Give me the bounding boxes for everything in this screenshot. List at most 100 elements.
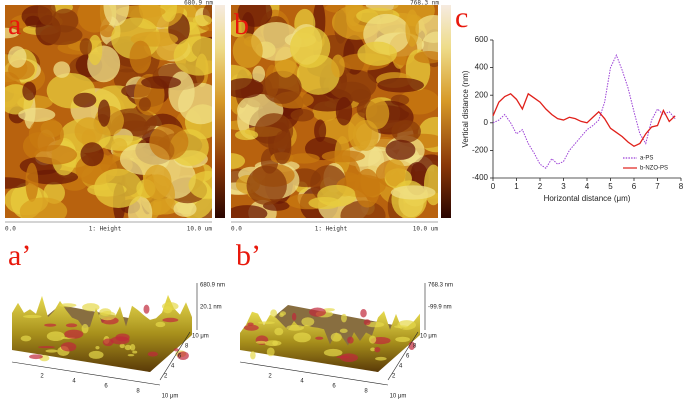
surface-grain bbox=[124, 344, 132, 351]
surface-grain bbox=[274, 327, 284, 336]
side-tick: 8 bbox=[413, 344, 417, 350]
surface-grain bbox=[250, 351, 256, 360]
front-tick: 6 bbox=[332, 384, 336, 390]
channel: 1: Height bbox=[315, 226, 348, 233]
surface-grain bbox=[37, 345, 55, 349]
surface-grain bbox=[363, 319, 371, 326]
afm-grain bbox=[385, 139, 416, 160]
panel-label: b bbox=[234, 8, 249, 41]
surface-grain bbox=[88, 350, 104, 359]
afm-grain bbox=[7, 46, 27, 68]
surface-grain bbox=[291, 312, 297, 321]
x-tick-label: 3 bbox=[561, 182, 566, 191]
surface-grain bbox=[368, 335, 377, 344]
afm-grain bbox=[273, 130, 292, 165]
afm-grain bbox=[173, 200, 197, 217]
surface-grain bbox=[59, 303, 77, 308]
side-tick: 10 μm bbox=[420, 334, 437, 340]
surface-grain bbox=[82, 303, 100, 312]
afm-grain bbox=[19, 197, 68, 218]
afm-image bbox=[5, 5, 212, 218]
surface-grain bbox=[408, 341, 415, 351]
x-tick-label: 0 bbox=[491, 182, 496, 191]
z-label: 768.3 nm bbox=[428, 283, 453, 289]
surface-grain bbox=[132, 350, 138, 354]
surface-grain bbox=[323, 348, 343, 357]
afm-grain bbox=[290, 108, 315, 122]
x-tick-label: 2 bbox=[538, 182, 543, 191]
afm-grain bbox=[352, 119, 379, 151]
front-tick: 8 bbox=[364, 389, 368, 395]
x-tick-label: 5 bbox=[608, 182, 613, 191]
front-tick: 4 bbox=[300, 379, 304, 385]
scan-size: 10.0 um bbox=[187, 226, 213, 233]
x-tick-label: 1 bbox=[514, 182, 519, 191]
side-tick: 4 bbox=[399, 364, 403, 370]
front-tick: 4 bbox=[72, 379, 76, 385]
afm-grain bbox=[25, 162, 39, 202]
surface-grain bbox=[95, 345, 100, 350]
surface bbox=[240, 310, 420, 372]
afm-image bbox=[231, 5, 438, 218]
afm-grain bbox=[94, 168, 143, 208]
afm-grain bbox=[129, 40, 152, 74]
afm-grain bbox=[103, 5, 130, 27]
front-tick: 6 bbox=[104, 384, 108, 390]
surface-grain bbox=[102, 338, 114, 347]
afm-grain bbox=[120, 120, 151, 132]
surface-grain bbox=[45, 349, 58, 353]
afm-grain bbox=[308, 196, 342, 210]
surface-grain bbox=[99, 308, 112, 316]
scale-min: 0.0 bbox=[231, 226, 242, 233]
front-axis bbox=[11, 361, 161, 386]
surface-grain bbox=[375, 356, 387, 361]
afm-grain bbox=[74, 117, 103, 145]
surface bbox=[12, 294, 192, 372]
afm-grain bbox=[335, 97, 353, 126]
surface-grain bbox=[341, 313, 347, 323]
afm-grain bbox=[414, 51, 438, 64]
surface-grain bbox=[115, 333, 130, 342]
surface-grain bbox=[266, 347, 275, 357]
legend-label: b-NZO-PS bbox=[640, 166, 668, 172]
front-tick: 10 μm bbox=[390, 394, 407, 400]
surface-grain bbox=[162, 306, 173, 314]
side-tick: 8 bbox=[185, 344, 189, 350]
y-axis-title: Vertical distance (nm) bbox=[461, 70, 470, 147]
afm-grain bbox=[384, 158, 406, 187]
afm-grain bbox=[354, 168, 381, 208]
afm-grain bbox=[377, 77, 425, 93]
afm-grain bbox=[188, 171, 212, 200]
series-line bbox=[492, 53, 676, 170]
afm-grain bbox=[5, 177, 29, 189]
surface-grain bbox=[155, 321, 166, 328]
afm-grain bbox=[87, 34, 103, 66]
afm-grain bbox=[252, 65, 266, 83]
legend-label: a-PS bbox=[640, 156, 653, 162]
y-tick-label: 400 bbox=[475, 63, 489, 72]
side-tick: 2 bbox=[392, 374, 396, 380]
afm-grain bbox=[262, 70, 302, 104]
afm-grain bbox=[37, 5, 56, 26]
afm-grain bbox=[405, 9, 419, 47]
afm-grain bbox=[340, 200, 386, 218]
front-tick: 10 μm bbox=[162, 394, 179, 400]
afm-grain bbox=[237, 5, 273, 27]
surface-grain bbox=[29, 354, 43, 360]
afm-grain bbox=[288, 153, 320, 164]
surface-grain bbox=[162, 317, 179, 323]
afm-grain bbox=[350, 89, 371, 103]
y-tick-label: -200 bbox=[472, 146, 489, 155]
side-tick: 6 bbox=[406, 354, 410, 360]
afm-grain bbox=[138, 97, 151, 112]
x-tick-label: 6 bbox=[632, 182, 637, 191]
surface-grain bbox=[286, 324, 304, 331]
surface-grain bbox=[264, 340, 282, 347]
surface-grain bbox=[177, 351, 189, 361]
surface-grain bbox=[129, 343, 136, 351]
front-tick: 2 bbox=[40, 374, 44, 380]
afm-grain bbox=[28, 117, 64, 152]
afm-grain bbox=[192, 14, 212, 27]
scale-min: 0.0 bbox=[5, 226, 16, 233]
